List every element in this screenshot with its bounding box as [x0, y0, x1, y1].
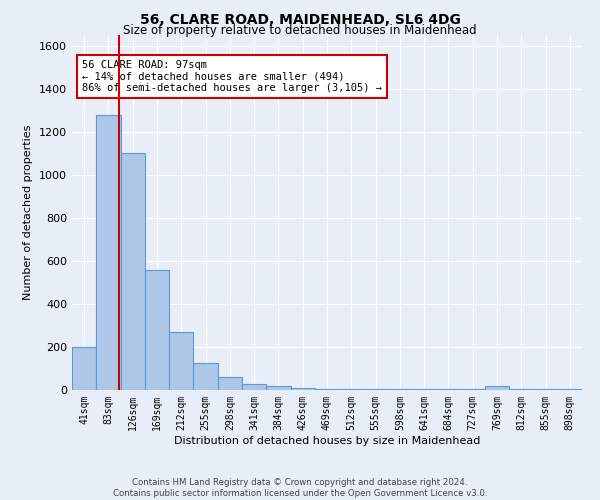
Bar — [412, 389, 436, 390]
Bar — [339, 389, 364, 390]
X-axis label: Distribution of detached houses by size in Maidenhead: Distribution of detached houses by size … — [174, 436, 480, 446]
Bar — [169, 332, 193, 390]
Bar — [436, 389, 461, 390]
Bar — [315, 389, 339, 390]
Bar — [388, 389, 412, 390]
Bar — [290, 388, 315, 390]
Bar — [485, 386, 509, 390]
Bar — [242, 384, 266, 390]
Bar — [72, 347, 96, 390]
Text: Contains HM Land Registry data © Crown copyright and database right 2024.
Contai: Contains HM Land Registry data © Crown c… — [113, 478, 487, 498]
Bar — [461, 389, 485, 390]
Bar — [218, 376, 242, 390]
Text: 56 CLARE ROAD: 97sqm
← 14% of detached houses are smaller (494)
86% of semi-deta: 56 CLARE ROAD: 97sqm ← 14% of detached h… — [82, 60, 382, 93]
Bar — [193, 363, 218, 390]
Bar — [509, 389, 533, 390]
Bar — [558, 389, 582, 390]
Bar — [121, 154, 145, 390]
Bar — [533, 389, 558, 390]
Bar — [266, 386, 290, 390]
Bar — [96, 114, 121, 390]
Bar — [364, 389, 388, 390]
Text: 56, CLARE ROAD, MAIDENHEAD, SL6 4DG: 56, CLARE ROAD, MAIDENHEAD, SL6 4DG — [140, 12, 460, 26]
Y-axis label: Number of detached properties: Number of detached properties — [23, 125, 34, 300]
Text: Size of property relative to detached houses in Maidenhead: Size of property relative to detached ho… — [123, 24, 477, 37]
Bar — [145, 270, 169, 390]
